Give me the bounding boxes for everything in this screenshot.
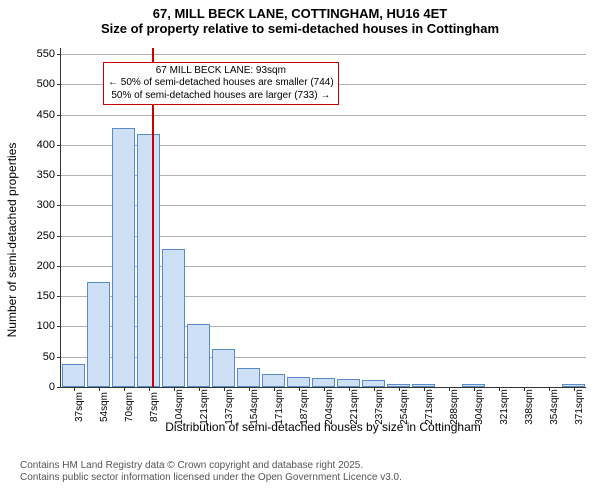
y-tick-label: 450	[37, 109, 55, 121]
bar-slot: 304sqm	[461, 48, 486, 387]
x-tick-mark	[74, 387, 75, 391]
y-tick-label: 300	[37, 199, 55, 211]
x-tick-mark	[124, 387, 125, 391]
bar-slot: 254sqm	[386, 48, 411, 387]
bar-slot: 354sqm	[536, 48, 561, 387]
chart-container: 67, MILL BECK LANE, COTTINGHAM, HU16 4ET…	[0, 0, 600, 500]
bar	[162, 249, 185, 387]
bar-slot: 321sqm	[486, 48, 511, 387]
chart-subtitle: Size of property relative to semi-detach…	[0, 21, 600, 40]
bar-slot: 271sqm	[411, 48, 436, 387]
attribution-line: Contains HM Land Registry data © Crown c…	[20, 460, 402, 472]
bar	[362, 380, 385, 387]
x-tick-label: 54sqm	[99, 392, 110, 422]
bar	[62, 364, 85, 387]
plot-area: 05010015020025030035040045050055037sqm54…	[60, 48, 586, 388]
y-tick-label: 50	[43, 351, 55, 363]
bar	[312, 378, 335, 387]
bar	[287, 377, 310, 387]
y-tick-label: 400	[37, 139, 55, 151]
bar-slot: 237sqm	[361, 48, 386, 387]
annotation-line: ← 50% of semi-detached houses are smalle…	[108, 77, 334, 90]
y-tick-label: 150	[37, 290, 55, 302]
bar	[187, 324, 210, 387]
attribution: Contains HM Land Registry data © Crown c…	[20, 460, 402, 484]
y-tick-label: 100	[37, 320, 55, 332]
bar-slot: 288sqm	[436, 48, 461, 387]
annotation-box: 67 MILL BECK LANE: 93sqm← 50% of semi-de…	[103, 62, 339, 106]
bar	[112, 128, 135, 387]
x-tick-mark	[149, 387, 150, 391]
bar	[212, 349, 235, 387]
y-axis-label: Number of semi-detached properties	[5, 143, 19, 338]
y-tick-label: 350	[37, 169, 55, 181]
x-axis-label: Distribution of semi-detached houses by …	[60, 420, 586, 434]
bar	[87, 282, 110, 387]
bar-slot: 221sqm	[336, 48, 361, 387]
y-tick-label: 250	[37, 230, 55, 242]
x-tick-label: 37sqm	[74, 392, 85, 422]
bar-slot: 371sqm	[561, 48, 586, 387]
annotation-line: 67 MILL BECK LANE: 93sqm	[108, 65, 334, 78]
bar-slot: 338sqm	[511, 48, 536, 387]
bar-slot: 37sqm	[61, 48, 86, 387]
y-tick-label: 200	[37, 260, 55, 272]
y-tick-label: 550	[37, 48, 55, 60]
y-tick-label: 0	[49, 381, 55, 393]
x-tick-label: 87sqm	[149, 392, 160, 422]
bar	[137, 134, 160, 387]
chart-title: 67, MILL BECK LANE, COTTINGHAM, HU16 4ET	[0, 0, 600, 21]
x-tick-mark	[99, 387, 100, 391]
x-tick-label: 70sqm	[124, 392, 135, 422]
plot-inner: 05010015020025030035040045050055037sqm54…	[60, 48, 586, 388]
chart-area: Number of semi-detached properties 05010…	[20, 44, 590, 436]
bar	[237, 368, 260, 387]
bar	[262, 374, 285, 387]
annotation-line: 50% of semi-detached houses are larger (…	[108, 90, 334, 103]
attribution-line: Contains public sector information licen…	[20, 472, 402, 484]
bar	[337, 379, 360, 387]
y-tick-mark	[57, 387, 61, 388]
y-tick-label: 500	[37, 78, 55, 90]
